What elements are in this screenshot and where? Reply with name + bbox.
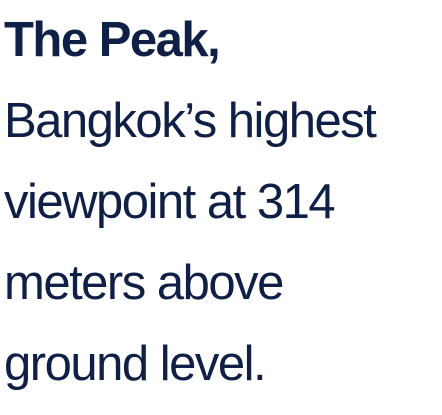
caption-line-3: meters above <box>4 256 284 310</box>
caption-line-1: Bangkok’s highest <box>4 94 377 148</box>
caption-title: The Peak, <box>4 13 221 67</box>
caption-line-2: viewpoint at 314 <box>4 175 336 229</box>
caption-line-4: ground level. <box>4 337 267 391</box>
